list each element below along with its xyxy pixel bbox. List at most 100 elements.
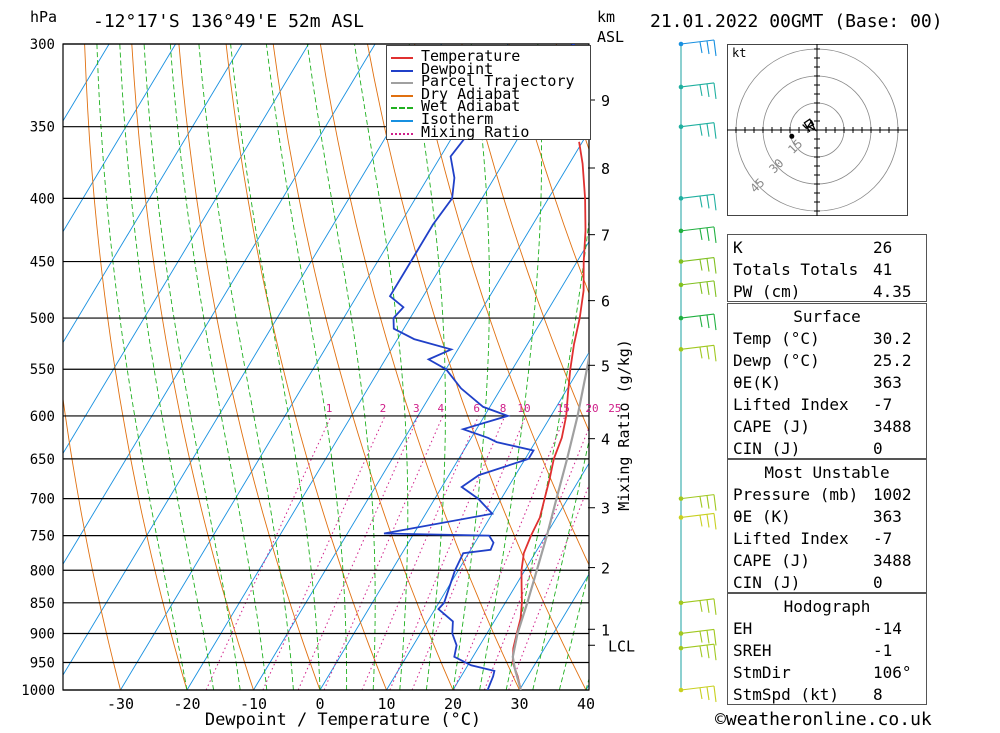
legend-label: Parcel Trajectory [421, 72, 575, 91]
pressure-tick-label: 800 [30, 563, 55, 579]
km-tick-label: 1 [601, 621, 610, 639]
isotherm-line [63, 44, 376, 566]
mixing-ratio-line [361, 415, 480, 690]
row-label: CIN (J) [733, 573, 801, 592]
row-label: SREH [733, 641, 772, 660]
row-label: CAPE (J) [733, 417, 811, 436]
pressure-tick-label: 1000 [21, 683, 55, 699]
wind-barb-flag [706, 83, 710, 98]
table-row: SREH -1 [728, 638, 926, 660]
mixing-ratio-line [262, 415, 386, 690]
wind-barb-flag [699, 347, 703, 359]
isotherm-line [63, 44, 243, 344]
wind-barb-flag [706, 281, 710, 295]
row-label: EH [733, 619, 753, 638]
row-label: StmSpd (kt) [733, 685, 839, 704]
wind-barb-flag [699, 84, 703, 97]
wind-barb-shaft [680, 39, 715, 45]
table-row: Dewp (°C) 25.2 [728, 348, 926, 370]
wind-barb-flag [713, 345, 717, 362]
chart-legend: Temperature Dewpoint Parcel Trajectory Dry … [386, 45, 591, 140]
wind-barb-flag [706, 686, 710, 701]
mixing-ratio-label: 20 [585, 402, 598, 415]
x-tick-label: -20 [173, 695, 200, 713]
wind-barb-flag [713, 82, 717, 100]
section-title-text: Hodograph [783, 597, 871, 616]
pressure-tick-label: 950 [30, 655, 55, 671]
wind-barb-shaft [680, 512, 715, 518]
hodograph-unit-label: kt [732, 46, 746, 60]
wind-barb-shaft [680, 598, 715, 604]
row-label: K [733, 238, 743, 257]
wind-barb-shaft [680, 685, 715, 691]
wind-barb-flag [713, 598, 717, 615]
x-tick-label: 40 [577, 695, 595, 713]
wind-barb-flag [713, 39, 717, 57]
wind-barb-dot [678, 282, 684, 288]
row-label: Temp (°C) [733, 329, 820, 348]
wind-barb-shaft [680, 494, 715, 500]
wind-barb-flag [699, 515, 703, 527]
hodograph-trace [802, 118, 817, 133]
km-tick-label: 8 [601, 160, 610, 178]
row-label: Totals Totals [733, 260, 859, 279]
wind-barb-flag [706, 195, 710, 209]
dry-adiabat-line [980, 44, 1000, 690]
row-label: CAPE (J) [733, 551, 811, 570]
wind-barb-shaft [680, 643, 715, 649]
table-row: θE (K) 363 [728, 504, 926, 526]
wet-adiabat-line [96, 44, 188, 690]
wind-barb-flag [699, 315, 703, 328]
storm-motion-dot [789, 133, 795, 139]
copyright-text: ©weatheronline.co.uk [715, 709, 932, 730]
dry-adiabat-line [933, 44, 1000, 690]
pressure-tick-label: 400 [30, 191, 55, 207]
wind-barb-flag [699, 600, 703, 612]
isotherm-line [63, 44, 176, 233]
wind-barb-flag [706, 346, 710, 360]
table-row: CIN (J) 0 [728, 570, 926, 592]
row-value: 4.35 [873, 282, 912, 301]
wind-barb-flag [699, 687, 703, 700]
wet-adiabat-line [354, 44, 409, 690]
legend-item: Wet Adiabat [391, 99, 586, 114]
isotherm-line [253, 129, 589, 690]
dry-adiabat-line [508, 44, 589, 295]
wind-barb-shaft [680, 226, 715, 232]
row-value: -14 [873, 619, 902, 638]
section-title-text: Most Unstable [764, 463, 890, 482]
row-value: 1002 [873, 485, 912, 504]
wind-barb-shaft [680, 122, 715, 128]
km-tick-label: 9 [601, 92, 610, 110]
wind-barb-flag [699, 228, 703, 240]
row-value: 0 [873, 439, 883, 458]
row-value: 363 [873, 373, 902, 392]
legend-swatch [391, 82, 413, 85]
mixing-ratio-line [411, 415, 527, 690]
legend-swatch [391, 94, 413, 97]
table-section-title: Surface [728, 304, 926, 326]
row-value: 0 [873, 573, 883, 592]
legend-swatch [391, 57, 413, 59]
mixing-ratio-line [453, 415, 566, 690]
most-unstable-table: Most Unstable Pressure (mb) 1002 θE (K) 363 L… [727, 459, 927, 593]
wind-barb-flag [706, 599, 710, 613]
row-value: 26 [873, 238, 893, 257]
table-row: StmDir 106° [728, 660, 926, 682]
wind-barb-flag [713, 122, 717, 139]
mixing-ratio-axis-label: Mixing Ratio (g/kg) [615, 339, 633, 511]
wet-adiabat-line [408, 44, 446, 690]
wind-barb-flag [713, 314, 717, 331]
table-row: Totals Totals 41 [728, 257, 926, 279]
pressure-tick-label: 900 [30, 626, 55, 642]
pressure-tick-label: 450 [30, 255, 55, 271]
legend-label: Mixing Ratio [421, 122, 530, 141]
wind-barb-flag [713, 685, 717, 703]
isotherm-line [120, 44, 509, 690]
wind-barb-flag [706, 123, 710, 137]
row-label: Lifted Index [733, 395, 849, 414]
row-value: 106° [873, 663, 912, 682]
wind-barb-flag [699, 196, 703, 208]
pressure-unit-label: hPa [30, 8, 58, 26]
table-row: PW (cm) 4.35 [728, 279, 926, 301]
